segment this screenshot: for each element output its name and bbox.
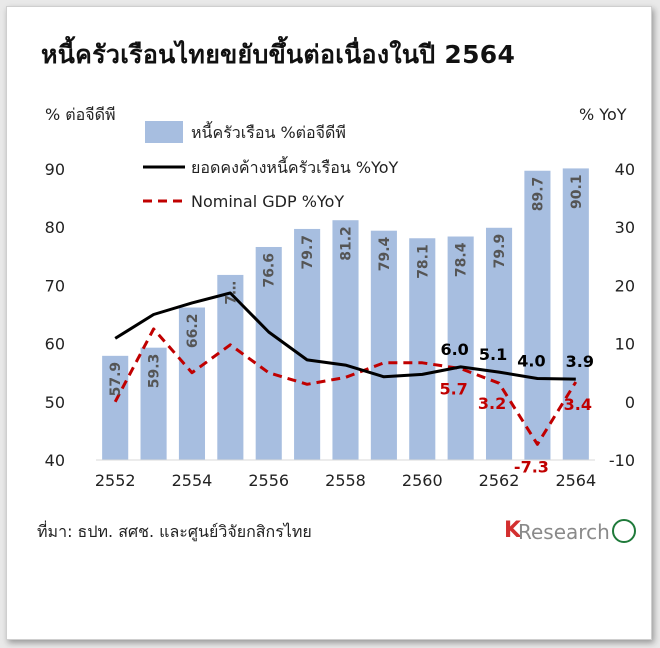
bar-2561 [447, 236, 474, 460]
debt-growth-value-label: 3.9 [566, 352, 594, 371]
y-left-axis-title: % ต่อจีดีพี [45, 105, 116, 124]
logo-k: K [504, 518, 522, 543]
bar-2559 [370, 230, 397, 460]
y-left-tick-label: 50 [45, 393, 65, 412]
bar-2555 [217, 274, 244, 460]
y-right-tick-label: -10 [609, 451, 635, 470]
bar-2553 [140, 347, 167, 460]
y-left-tick-label: 80 [45, 218, 65, 237]
y-right-tick-label: 10 [615, 335, 635, 354]
bar-2558 [332, 220, 359, 460]
y-right-tick-label: 20 [615, 276, 635, 295]
source-note: ที่มา: ธปท. สศช. และศูนย์วิจัยกสิกรไทย [37, 522, 312, 541]
x-tick-label: 2554 [172, 471, 213, 490]
y-right-axis-title: % YoY [579, 105, 627, 124]
bar-value-label: 57.9 [108, 362, 124, 397]
debt-growth-value-label: 6.0 [440, 340, 468, 359]
y-left-tick-label: 60 [45, 335, 65, 354]
bar-2557 [294, 228, 321, 460]
axes-layer: 40 50 60 70 80 90 -10 0 10 20 30 40 % ต่อจีดีพี % YoY… [45, 105, 635, 490]
legend-swatch-bar [145, 121, 183, 143]
gdp-growth-value-label: 3.4 [564, 395, 592, 414]
bar-value-label: 78.1 [415, 244, 431, 279]
bar-value-label: 79.4 [377, 236, 393, 271]
bar-value-label: 79.9 [492, 234, 508, 269]
chart-title: หนี้ครัวเรือนไทยขยับขึ้นต่อเนื่องในปี 25… [41, 40, 516, 69]
x-tick-label: 2558 [325, 471, 366, 490]
debt-growth-value-label: 4.0 [517, 352, 545, 371]
legend-label: Nominal GDP %YoY [191, 192, 344, 211]
x-tick-label: 2560 [402, 471, 443, 490]
y-right-tick-label: 30 [615, 218, 635, 237]
bar-value-label: 90.1 [569, 174, 585, 209]
x-tick-label: 2564 [555, 471, 596, 490]
bar-value-label: 81.2 [339, 226, 355, 261]
bar-value-label: 79.7 [300, 235, 316, 270]
legend: หนี้ครัวเรือน %ต่อจีดีพียอดคงค้างหนี้ครั… [143, 121, 398, 211]
bar-2556 [255, 246, 282, 460]
kresearch-logo: K Research [504, 516, 644, 546]
bar-2560 [409, 238, 436, 460]
legend-label: ยอดคงค้างหนี้ครัวเรือน %YoY [191, 156, 398, 177]
bar-2562 [485, 227, 513, 460]
combo-chart: 40 50 60 70 80 90 -10 0 10 20 30 40 % ต่อจีดีพี % YoY… [45, 105, 635, 490]
bar-value-label: 76.6 [262, 253, 278, 288]
line-layer [113, 291, 578, 446]
y-right-tick-label: 0 [625, 393, 635, 412]
bar-value-label: 7… [223, 281, 239, 305]
leaf-icon [612, 519, 636, 543]
x-tick-label: 2556 [248, 471, 289, 490]
logo-text: Research [518, 520, 610, 544]
y-right-tick-label: 40 [615, 160, 635, 179]
debt-growth-value-label: 5.1 [479, 345, 507, 364]
data-label-layer: 57.9 59.3 66.2 7… 76.6 79.7 81.2 79.4 78.1 78.4 79… [108, 174, 594, 476]
x-tick-label: 2552 [95, 471, 136, 490]
gdp-growth-value-label: 5.7 [439, 380, 467, 399]
y-left-tick-label: 40 [45, 451, 65, 470]
bar-2554 [178, 307, 206, 460]
bar-2563 [524, 170, 551, 460]
gdp-growth-value-label: -7.3 [514, 457, 549, 476]
bar-value-label: 59.3 [147, 354, 163, 389]
chart-card: หนี้ครัวเรือนไทยขยับขึ้นต่อเนื่องในปี 25… [6, 6, 652, 640]
bar-value-label: 66.2 [185, 314, 201, 349]
household-debt-growth-line [114, 291, 576, 381]
bar-layer [102, 168, 589, 460]
y-left-tick-label: 70 [45, 276, 65, 295]
bar-value-label: 78.4 [454, 242, 470, 277]
bar-2552 [102, 355, 129, 460]
gdp-growth-line [113, 327, 578, 446]
legend-label: หนี้ครัวเรือน %ต่อจีดีพี [191, 121, 346, 142]
gdp-growth-value-label: 3.2 [478, 394, 506, 413]
bar-value-label: 89.7 [530, 177, 546, 212]
bar-2564 [562, 168, 589, 460]
y-left-tick-label: 90 [45, 160, 65, 179]
x-tick-label: 2562 [479, 471, 520, 490]
